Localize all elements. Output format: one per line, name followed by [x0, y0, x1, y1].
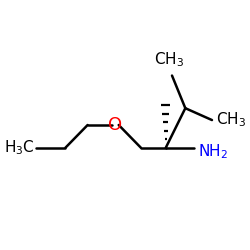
Text: NH$_2$: NH$_2$ [198, 142, 228, 161]
Text: O: O [108, 116, 122, 134]
Text: CH$_3$: CH$_3$ [154, 50, 184, 69]
Text: CH$_3$: CH$_3$ [216, 111, 246, 130]
Text: H$_3$C: H$_3$C [4, 138, 34, 157]
